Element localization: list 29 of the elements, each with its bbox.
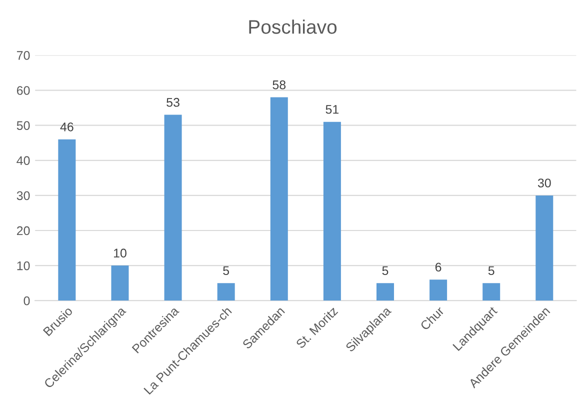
bar (111, 266, 129, 301)
bar (217, 283, 235, 301)
bar (430, 280, 448, 301)
y-tick-label: 30 (16, 191, 30, 200)
y-tick-label: 20 (16, 226, 30, 236)
bar (536, 195, 554, 301)
chart-title: Poschiavo (249, 20, 337, 34)
data-label: 6 (435, 262, 442, 272)
data-label: 10 (114, 248, 126, 258)
data-label: 5 (382, 266, 388, 276)
bar (164, 114, 182, 301)
data-label: 53 (166, 98, 180, 107)
bar (323, 122, 341, 301)
data-label: 58 (272, 80, 286, 90)
data-label: 30 (538, 178, 551, 188)
bar (376, 283, 394, 301)
y-tick-label: 50 (16, 121, 30, 130)
bar (270, 97, 288, 301)
bar (58, 139, 76, 301)
data-label: 46 (60, 122, 74, 132)
y-tick-label: 60 (16, 86, 30, 95)
data-label: 5 (488, 266, 494, 276)
data-label: 5 (223, 266, 230, 276)
y-tick-label: 70 (16, 51, 30, 60)
bar (482, 283, 500, 301)
y-tick-label: 0 (24, 296, 30, 306)
y-tick-label: 10 (17, 261, 30, 270)
data-label: 51 (326, 105, 339, 114)
y-tick-label: 40 (16, 156, 30, 166)
